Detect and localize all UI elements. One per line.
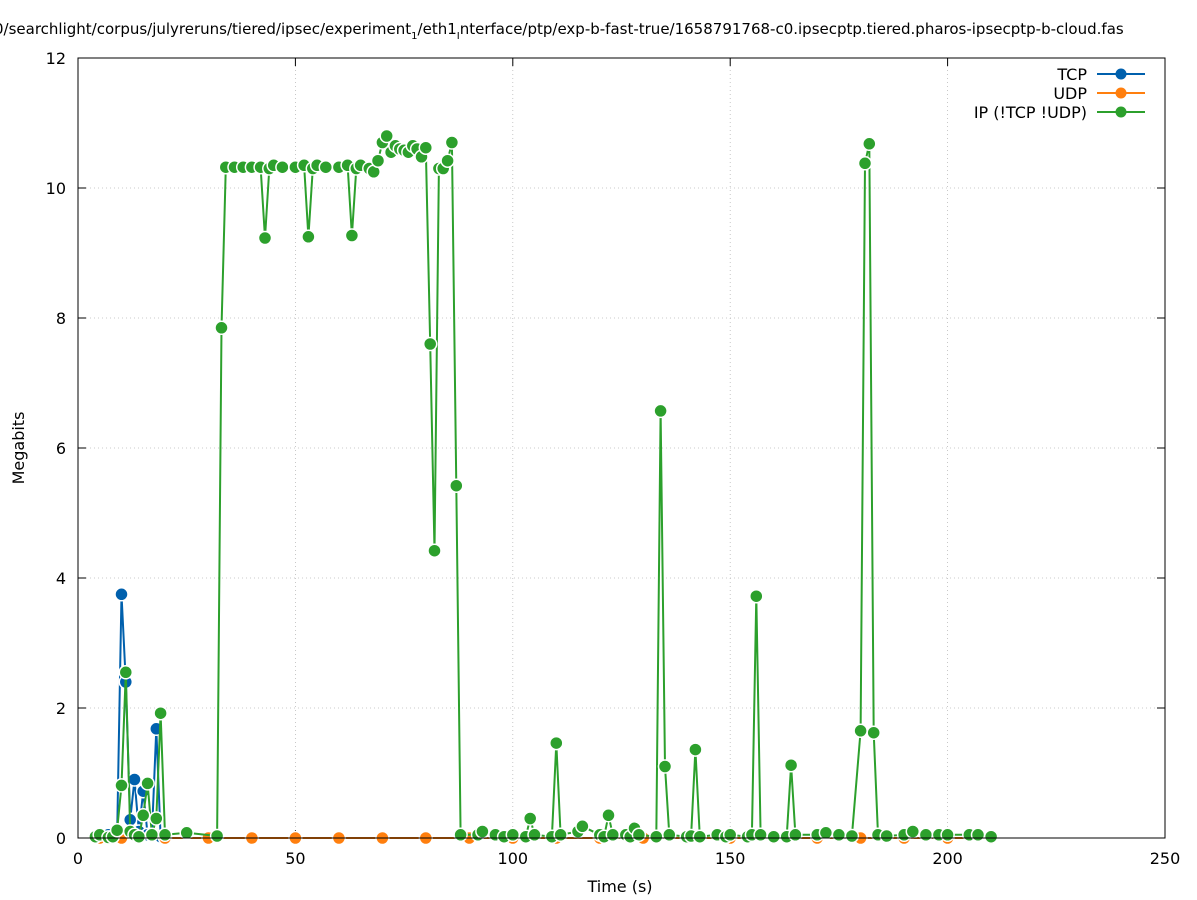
data-point-ip [553, 827, 568, 843]
y-axis-label: Megabits [9, 412, 28, 485]
x-tick-labels: 0 50 100 150 200 250 [73, 849, 1180, 868]
data-point-tcp [127, 772, 142, 787]
legend-label-tcp: TCP [1056, 65, 1087, 84]
x-tick-label: 200 [932, 849, 963, 868]
data-point-ip [601, 808, 616, 823]
data-point-ip [109, 822, 125, 838]
data-point-ip [879, 828, 894, 844]
data-point-ip [444, 135, 460, 150]
legend-marker-ip [1115, 106, 1127, 118]
data-point-ip [140, 776, 155, 791]
data-point-ip [905, 824, 921, 839]
y-tick-label: 4 [56, 569, 66, 588]
data-point-ip [422, 336, 438, 352]
y-tick-label: 2 [56, 699, 66, 718]
y-tick-label: 8 [56, 309, 66, 328]
data-point-ip [549, 735, 564, 751]
y-tick-label: 6 [56, 439, 66, 458]
data-point-ip [135, 808, 151, 823]
y-tick-label: 12 [46, 49, 66, 68]
data-point-ip [657, 759, 673, 774]
data-point-ip [662, 827, 677, 843]
data-point-ip [688, 742, 703, 757]
x-tick-label: 250 [1150, 849, 1181, 868]
data-point-ip [692, 829, 708, 844]
data-point-ip [857, 156, 873, 171]
data-point-ip [118, 665, 134, 680]
data-point-ip [257, 230, 273, 246]
x-tick-label: 0 [73, 849, 83, 868]
data-point-ip [318, 159, 334, 175]
chart-title: 0/searchlight/corpus/julyreruns/tiered/i… [0, 20, 1124, 42]
data-point-ip [722, 827, 738, 843]
data-point-tcp [114, 587, 129, 602]
data-point-ip [475, 824, 490, 839]
data-point-ip [453, 827, 468, 843]
data-point-ip [983, 829, 999, 844]
y-tick-label: 0 [56, 829, 66, 848]
data-point-ip [766, 829, 781, 844]
data-point-ip [449, 478, 464, 493]
data-point-ip [144, 827, 160, 843]
data-point-ip [344, 228, 360, 243]
data-point-ip [179, 825, 194, 841]
data-point-ip [418, 140, 434, 155]
data-point-ip [131, 829, 147, 844]
data-point-ip [970, 827, 986, 843]
data-point-ip [844, 828, 860, 844]
legend-label-ip: IP (!TCP !UDP) [974, 103, 1087, 122]
y-tick-label: 10 [46, 179, 66, 198]
data-point-ip [505, 827, 521, 843]
data-point-ip [605, 827, 621, 843]
data-point-ip [788, 827, 803, 843]
data-point-ip [157, 827, 173, 843]
data-point-ip [427, 543, 442, 558]
legend: TCP UDP IP (!TCP !UDP) [974, 65, 1145, 122]
legend-label-udp: UDP [1053, 84, 1087, 103]
data-point-ip [649, 829, 664, 844]
data-point-ip [149, 811, 164, 826]
plot-border [77, 57, 1166, 839]
data-point-ip [301, 229, 316, 245]
legend-marker-tcp [1115, 68, 1127, 80]
data-point-ip [214, 320, 229, 336]
y-tick-labels: 0 2 4 6 8 10 12 [46, 49, 66, 848]
data-point-ip [783, 757, 799, 773]
data-point-ip [653, 403, 668, 419]
data-point-ip [631, 827, 647, 843]
series-line-tcp [99, 593, 165, 838]
x-tick-label: 100 [498, 849, 529, 868]
data-point-ip [818, 825, 834, 841]
data-point-ip [527, 827, 542, 843]
data-point-ip [940, 827, 955, 843]
data-point-ip [275, 159, 290, 175]
data-point-ip [918, 827, 934, 843]
data-point-ip [753, 827, 768, 843]
data-point-ip [575, 819, 590, 834]
data-point-ip [379, 128, 394, 144]
data-point-ip [862, 136, 877, 152]
data-point-ip [853, 723, 868, 739]
data-point-ip [831, 827, 847, 843]
x-axis-label: Time (s) [586, 877, 652, 896]
x-tick-label: 150 [715, 849, 746, 868]
data-point-ip [866, 725, 881, 740]
data-point-ip [153, 705, 168, 721]
legend-marker-udp [1115, 87, 1127, 99]
data-point-ip [749, 588, 764, 604]
data-point-ip [370, 153, 386, 168]
data-point-ip [522, 811, 538, 826]
x-tick-label: 50 [285, 849, 305, 868]
data-point-ip [440, 153, 455, 168]
data-point-ip [114, 778, 129, 793]
data-point-ip [209, 828, 225, 844]
